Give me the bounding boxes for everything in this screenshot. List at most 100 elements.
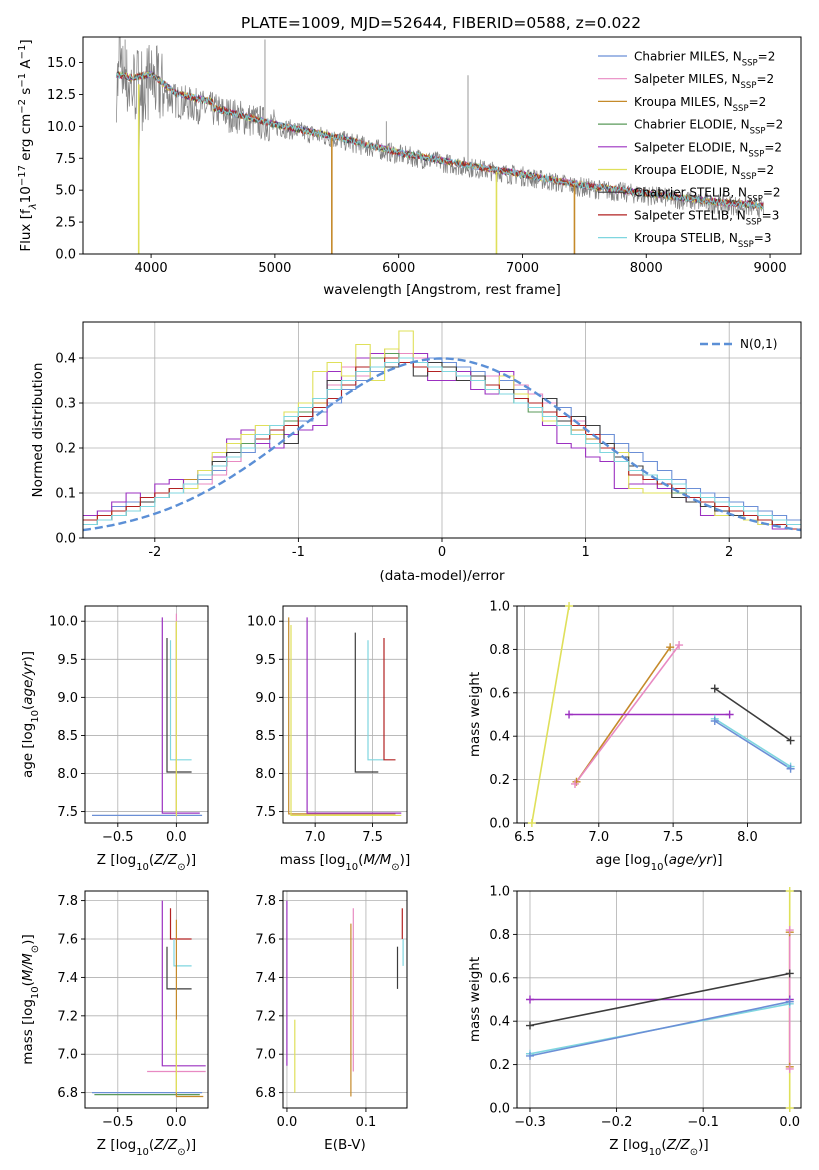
- legend-entry-gaussian: N(0,1): [740, 337, 777, 351]
- x-tick-label: -1: [292, 545, 305, 560]
- y-tick-label: 10.0: [247, 615, 276, 630]
- weight-marker: [785, 887, 794, 895]
- weight-marker: [785, 1104, 794, 1112]
- weight-marker: [525, 995, 534, 1004]
- y-tick-label: 6.8: [57, 1086, 78, 1101]
- step-age-vs-mass-2: [306, 617, 402, 814]
- y-tick-label: 7.4: [57, 971, 78, 986]
- weight-marker: [785, 1064, 794, 1073]
- weight-marker: [565, 710, 574, 719]
- y-tick-label: 9.5: [57, 653, 78, 668]
- x-tick-label: 0: [438, 545, 446, 560]
- legend-entry: Kroupa MILES, NSSP=2: [634, 95, 766, 114]
- y-tick-label: 0.1: [55, 487, 76, 502]
- x-tick-label: −0.2: [601, 1115, 633, 1130]
- step-age-vs-mass-1: [290, 625, 402, 816]
- y-tick-label: 6.8: [255, 1086, 276, 1101]
- y-tick-label: 0.8: [489, 643, 510, 658]
- weight-marker: [725, 710, 734, 719]
- axes-mass-vs-Z: −0.5 0.0 6.8 7.0 7.2 7.4 7.6 7.8: [57, 890, 209, 1130]
- y-tick-label: 0.8: [489, 928, 510, 943]
- x-tick-label: 4000: [135, 261, 168, 276]
- axes-massweight-vs-age: 6.5 7.0 7.5 8.0 0.0 0.2 0.4 0.6 0.8 1.0: [489, 600, 802, 845]
- y-tick-label: 7.0: [255, 1048, 276, 1063]
- legend-entry: Salpeter ELODIE, NSSP=2: [634, 140, 782, 159]
- x-tick-label: 6000: [382, 261, 415, 276]
- plot-area-mass-vs-EBV: [286, 900, 404, 1097]
- x-tick-label: 0.0: [277, 1115, 298, 1130]
- x-tick-label: 6.5: [514, 830, 535, 845]
- y-axis-label: Normed distribution: [30, 363, 46, 498]
- weight-marker: [666, 643, 675, 652]
- y-tick-label: 1.0: [489, 885, 510, 900]
- legend-entry: Kroupa ELODIE, NSSP=2: [634, 163, 774, 182]
- y-tick-label: 7.6: [255, 933, 276, 948]
- legend-entry: Chabrier MILES, NSSP=2: [634, 50, 775, 69]
- x-tick-label: 0.1: [356, 1115, 377, 1130]
- y-tick-label: 7.6: [57, 933, 78, 948]
- weight-marker: [570, 779, 579, 788]
- axes-frame: [282, 605, 408, 824]
- y-axis-label: mass weight: [467, 672, 483, 757]
- histogram-8: [83, 357, 801, 526]
- plot-area-residuals: [83, 330, 801, 532]
- y-tick-label: 7.4: [255, 971, 276, 986]
- x-tick-label: 7.5: [362, 830, 383, 845]
- weight-marker: [675, 641, 684, 650]
- axes-frame: [516, 605, 802, 824]
- y-tick-label: 10.0: [49, 615, 78, 630]
- y-axis-label: mass weight: [467, 957, 483, 1042]
- step-age-vs-mass-0: [288, 617, 396, 815]
- weight-marker: [785, 926, 794, 935]
- weight-marker: [786, 764, 795, 773]
- spectrum-legend: Chabrier MILES, NSSP=2 Salpeter MILES, NS…: [598, 50, 783, 250]
- weight-marker: [785, 969, 794, 978]
- axes-age-vs-mass: 7.0 7.5 7.5 8.0 8.5 9.0 9.5 10.0: [247, 605, 408, 845]
- axes-age-vs-Z: −0.5 0.0 7.5 8.0 8.5 9.0 9.5 10.0: [49, 605, 209, 845]
- x-tick-label: 7000: [506, 261, 539, 276]
- x-tick-label: −0.1: [687, 1115, 719, 1130]
- step-age-vs-mass-3: [354, 632, 379, 773]
- legend-entry: Chabrier STELIB, NSSP=2: [634, 186, 781, 205]
- axes-frame: [82, 36, 802, 255]
- x-tick-label: 7.0: [588, 830, 609, 845]
- x-tick-label: 8.0: [737, 830, 758, 845]
- y-tick-label: 8.5: [57, 729, 78, 744]
- step-mass-vs-Z-2: [161, 900, 206, 1067]
- x-tick-label: 7.0: [305, 830, 326, 845]
- y-tick-label: 9.0: [57, 691, 78, 706]
- y-tick-label: 2.5: [55, 216, 76, 231]
- step-age-vs-Z-3: [169, 640, 192, 761]
- plot-area-age-vs-mass: [288, 617, 402, 816]
- x-tick-label: −0.5: [102, 830, 134, 845]
- y-tick-label: 8.0: [255, 767, 276, 782]
- step-age-vs-mass-5: [383, 638, 396, 761]
- x-tick-label: −0.5: [102, 1115, 134, 1130]
- x-axis-label: Z [log10(Z/Z⊙)]: [97, 1137, 196, 1158]
- plot-area-massweight-vs-Z: [529, 891, 791, 1108]
- y-tick-label: 0.6: [489, 686, 510, 701]
- axes-frame: [516, 890, 802, 1109]
- weight-marker: [785, 997, 794, 1006]
- weight-line-5: [714, 718, 792, 768]
- axes-frame: [84, 605, 209, 824]
- axes-spectrum: 4000 5000 6000 7000 8000 9000 0.0 2.5 5.0 7.5 10.0…: [47, 36, 802, 276]
- step-mass-vs-Z-4: [166, 946, 192, 990]
- x-axis-label: mass [log10(M/M⊙)]: [280, 852, 410, 873]
- step-mass-vs-Z-7: [175, 919, 204, 1098]
- y-tick-label: 0.4: [55, 352, 76, 367]
- x-tick-label: 9000: [754, 261, 787, 276]
- x-axis-label: wavelength [Angstrom, rest frame]: [323, 282, 561, 298]
- y-tick-label: 0.0: [489, 1102, 510, 1117]
- y-tick-label: 12.5: [47, 88, 76, 103]
- step-mass-vs-Z-6: [173, 939, 192, 967]
- weight-line-4: [714, 687, 792, 742]
- weight-line-3: [529, 1000, 790, 1057]
- y-tick-label: 0.4: [489, 1015, 510, 1030]
- y-tick-label: 9.0: [255, 691, 276, 706]
- x-tick-label: 0.0: [166, 830, 187, 845]
- x-axis-label: Z [log10(Z/Z⊙)]: [609, 1137, 708, 1158]
- plot-area-mass-vs-Z: [92, 900, 206, 1098]
- x-axis-label: Z [log10(Z/Z⊙)]: [97, 852, 196, 873]
- legend-entry: Salpeter MILES, NSSP=2: [634, 72, 774, 91]
